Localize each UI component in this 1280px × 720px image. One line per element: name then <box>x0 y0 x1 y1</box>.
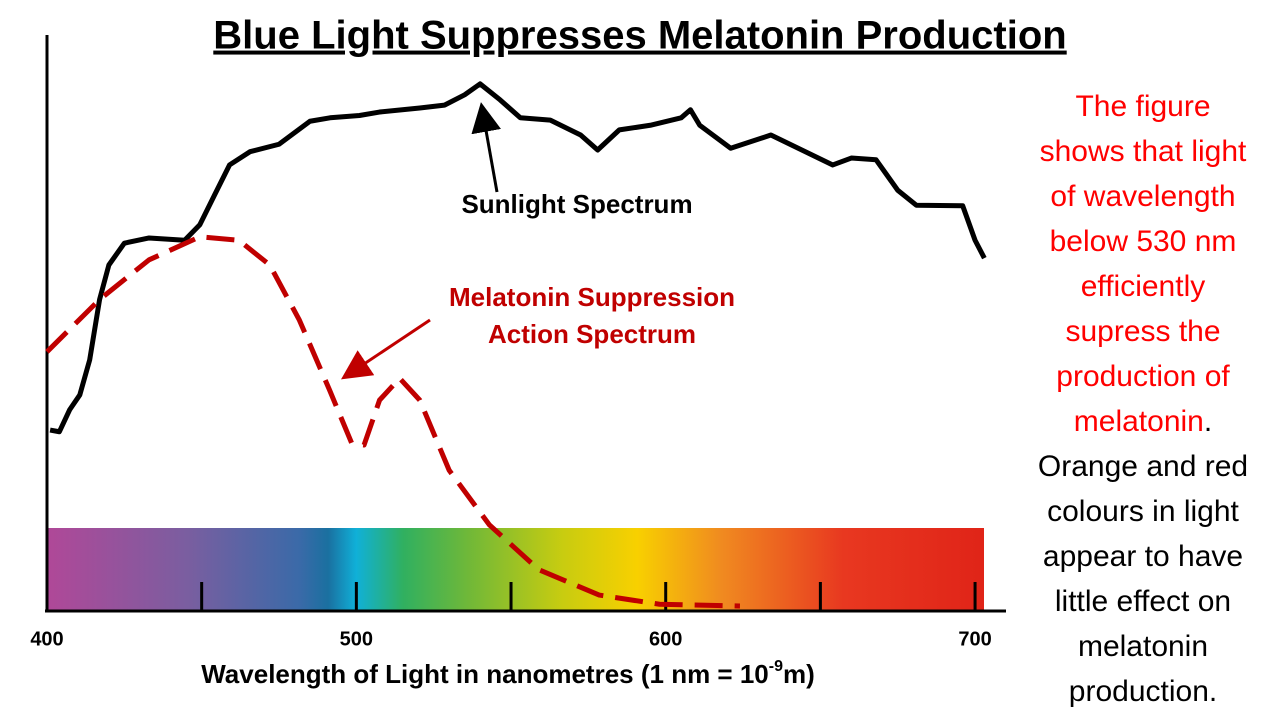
note-text: melatonin <box>1074 405 1204 438</box>
note-line: appear to have <box>1043 540 1243 573</box>
note-line: melatonin. <box>1074 405 1212 438</box>
spectrum-line <box>45 234 741 609</box>
note-line: supress the <box>1065 315 1220 348</box>
x-tick-label: 600 <box>649 628 682 650</box>
note-text: . <box>1204 405 1212 438</box>
x-axis-label-part: m) <box>783 659 815 689</box>
note-line: melatonin <box>1078 630 1208 663</box>
note-line: The figure <box>1075 90 1210 123</box>
x-axis-label-part: -9 <box>769 658 783 675</box>
note-text: of wavelength <box>1050 180 1235 213</box>
x-tick-label: 700 <box>958 628 991 650</box>
note-line: shows that light <box>1040 135 1247 168</box>
note-line: production of <box>1056 360 1230 393</box>
x-axis-label: Wavelength of Light in nanometres (1 nm … <box>201 658 815 689</box>
spectrum-line <box>49 81 987 435</box>
arrow <box>471 102 501 193</box>
note-line: production. <box>1069 675 1217 708</box>
x-tick-label: 500 <box>340 628 373 650</box>
note-line: colours in light <box>1047 495 1239 528</box>
x-tick-label: 400 <box>30 628 63 650</box>
arrow <box>341 318 431 380</box>
note-line: of wavelength <box>1050 180 1235 213</box>
note-line: Orange and red <box>1038 450 1248 483</box>
title: Blue Light Suppresses Melatonin Producti… <box>213 14 1066 58</box>
x-axis-label-part: Wavelength of Light in nanometres (1 nm … <box>201 659 769 689</box>
note-line: efficiently <box>1081 270 1206 303</box>
note-text: shows that light <box>1040 135 1247 168</box>
note-text: supress the <box>1065 315 1220 348</box>
spectrum-bar <box>47 528 984 610</box>
note-line: little effect on <box>1055 585 1231 618</box>
note-text: production of <box>1056 360 1230 393</box>
annotation: Action Spectrum <box>488 319 696 349</box>
note-text: below 530 nm <box>1050 225 1237 258</box>
note-line: below 530 nm <box>1050 225 1237 258</box>
note-text: The figure <box>1075 90 1210 123</box>
note-text: efficiently <box>1081 270 1206 303</box>
annotation: Sunlight Spectrum <box>461 189 692 219</box>
annotation: Melatonin Suppression <box>449 282 735 312</box>
